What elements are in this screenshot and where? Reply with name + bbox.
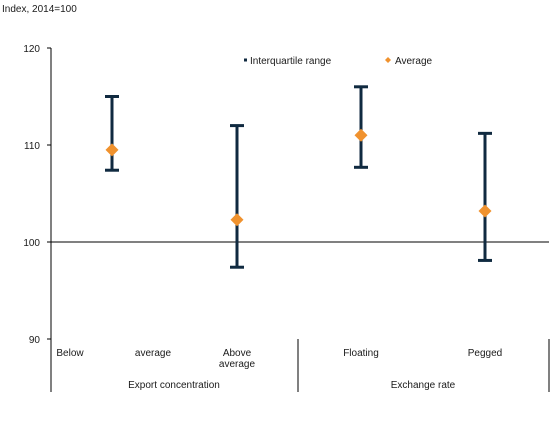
axes — [50, 48, 550, 392]
y-axis-ticks: 90 100 110 120 — [23, 44, 51, 346]
category-label-0: Below — [56, 348, 84, 359]
category-label-1: average — [135, 348, 172, 359]
chart-marks — [105, 85, 492, 269]
average-marker-3 — [478, 204, 492, 218]
legend-label-average: Average — [395, 56, 433, 67]
group-label-1: Exchange rate — [391, 380, 456, 391]
average-marker-2 — [354, 128, 368, 142]
category-label-2: Above — [223, 348, 252, 359]
y-tick-label-90: 90 — [29, 335, 41, 346]
y-tick-label-110: 110 — [24, 141, 40, 152]
y-tick-label-100: 100 — [23, 238, 40, 249]
legend-label-range: Interquartile range — [250, 56, 332, 67]
y-tick-label-120: 120 — [23, 44, 40, 55]
group-label-0: Export concentration — [128, 380, 220, 391]
legend-marker-average — [385, 57, 391, 63]
category-label-3: Floating — [343, 348, 379, 359]
category-label-2-line2: average — [219, 359, 256, 370]
legend: Interquartile range Average — [244, 56, 433, 67]
average-marker-1 — [230, 213, 244, 227]
y-axis-title: Index, 2014=100 — [2, 4, 77, 15]
average-marker-0 — [105, 143, 119, 157]
category-label-4: Pegged — [468, 348, 502, 359]
